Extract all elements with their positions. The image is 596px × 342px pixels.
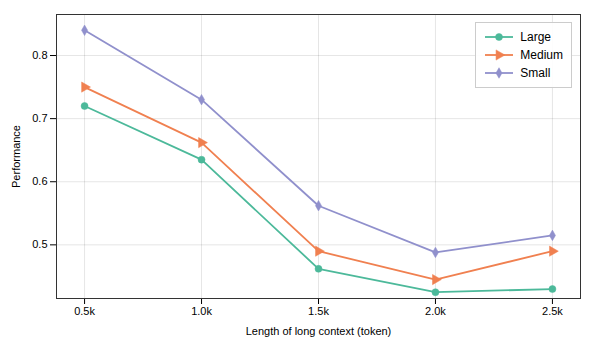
svg-text:1.5k: 1.5k	[308, 305, 329, 317]
svg-text:Length of long context (token): Length of long context (token)	[246, 325, 392, 337]
svg-text:Performance: Performance	[10, 125, 22, 188]
svg-text:0.7: 0.7	[32, 112, 47, 124]
svg-text:1.0k: 1.0k	[191, 305, 212, 317]
html-text:Medium: Medium	[520, 48, 563, 62]
svg-text:2.0k: 2.0k	[425, 305, 446, 317]
svg-text:2.5k: 2.5k	[542, 305, 563, 317]
svg-text:0.5k: 0.5k	[74, 305, 95, 317]
svg-text:0.6: 0.6	[32, 175, 47, 187]
svg-text:0.8: 0.8	[32, 49, 47, 61]
html-text:Small: Small	[520, 66, 551, 80]
html-text:Large: Large	[520, 30, 551, 44]
svg-text:0.5: 0.5	[32, 238, 47, 250]
